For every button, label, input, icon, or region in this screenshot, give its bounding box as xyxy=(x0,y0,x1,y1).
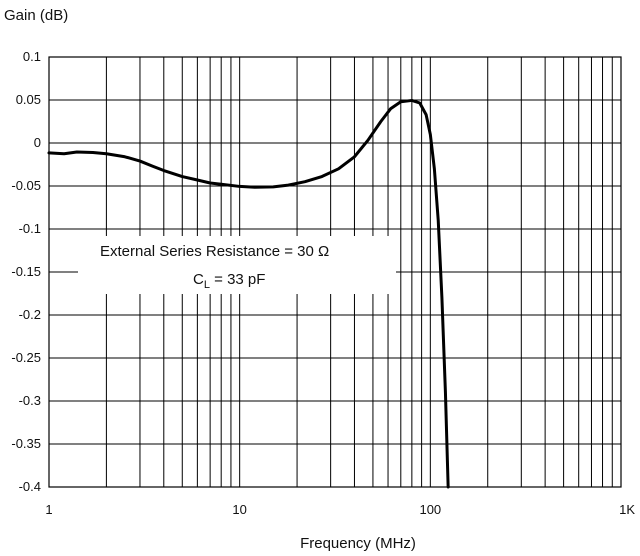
x-axis-label: Frequency (MHz) xyxy=(300,535,416,552)
x-tick-label: 10 xyxy=(232,502,246,517)
y-tick-label: -0.05 xyxy=(11,178,41,193)
annotation-c: C xyxy=(193,271,204,288)
x-tick-label: 1 xyxy=(45,502,52,517)
annotation: External Series Resistance = 30 Ω CL = 3… xyxy=(78,236,396,294)
y-tick-labels: 0.1 0.05 0 -0.05 -0.1 -0.15 -0.2 -0.25 -0.3 -0.35… xyxy=(11,49,41,494)
y-tick-label: -0.25 xyxy=(11,350,41,365)
annotation-value: = 33 pF xyxy=(210,271,265,288)
y-tick-label: -0.3 xyxy=(19,393,41,408)
y-tick-label: 0.1 xyxy=(23,49,41,64)
gain-curve xyxy=(47,98,450,489)
x-tick-label: 1K xyxy=(619,502,635,517)
x-tick-label: 100 xyxy=(419,502,441,517)
y-tick-label: -0.35 xyxy=(11,436,41,451)
annotation-line-2: CL = 33 pF xyxy=(193,271,265,291)
y-tick-label: -0.1 xyxy=(19,221,41,236)
x-tick-labels: 1 10 100 1K xyxy=(45,502,635,517)
annotation-line-1: External Series Resistance = 30 Ω xyxy=(100,243,329,260)
annotation-c-subscript: L xyxy=(204,279,210,291)
y-tick-label: -0.4 xyxy=(19,479,41,494)
y-tick-label: -0.15 xyxy=(11,264,41,279)
y-tick-label: 0 xyxy=(34,135,41,150)
plot-frame xyxy=(48,56,622,488)
y-axis-label: Gain (dB) xyxy=(4,7,68,24)
annotation-background xyxy=(78,236,396,294)
y-tick-label: -0.2 xyxy=(19,307,41,322)
y-tick-label: 0.05 xyxy=(16,92,41,107)
